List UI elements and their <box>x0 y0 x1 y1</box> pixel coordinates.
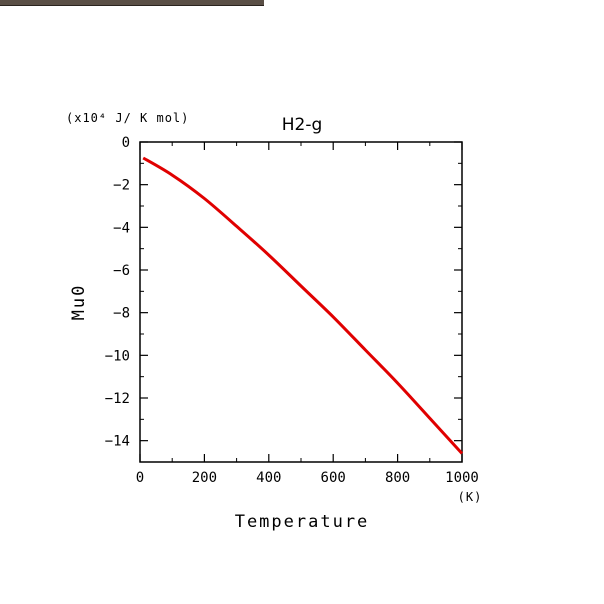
x-tick-label: 400 <box>256 470 281 486</box>
x-axis: 0 200 400 600 800 1000 <box>136 142 479 486</box>
y-tick-label: −10 <box>105 348 130 364</box>
x-tick-label: 1000 <box>445 470 479 486</box>
x-tick-label: 0 <box>136 470 144 486</box>
chart-title: H2-g <box>282 115 323 135</box>
x-axis-label: Temperature <box>235 512 370 532</box>
x-tick-label: 600 <box>321 470 346 486</box>
y-axis: 0 −2 −4 −6 −8 −10 −12 −14 <box>105 135 462 450</box>
y-tick-label: −8 <box>113 306 130 322</box>
y-tick-label: 0 <box>122 135 130 151</box>
y-tick-label: −2 <box>113 178 130 194</box>
y-axis-label: Mu0 <box>69 284 89 321</box>
x-unit-label: (K) <box>458 490 483 504</box>
x-tick-label: 800 <box>385 470 410 486</box>
x-tick-label: 200 <box>192 470 217 486</box>
y-tick-label: −12 <box>105 391 130 407</box>
window-top-bar <box>0 0 264 6</box>
y-tick-label: −4 <box>113 220 130 236</box>
plot-frame <box>139 141 463 463</box>
series-line <box>142 156 464 455</box>
y-unit-label: (x10⁴ J/ K mol) <box>66 111 189 125</box>
y-tick-label: −14 <box>105 434 130 450</box>
y-tick-label: −6 <box>113 263 130 279</box>
